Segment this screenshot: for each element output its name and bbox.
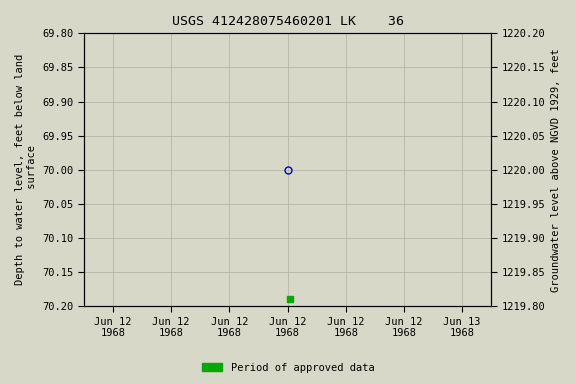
Y-axis label: Groundwater level above NGVD 1929, feet: Groundwater level above NGVD 1929, feet — [551, 48, 561, 292]
Title: USGS 412428075460201 LK    36: USGS 412428075460201 LK 36 — [172, 15, 404, 28]
Legend: Period of approved data: Period of approved data — [198, 359, 378, 377]
Y-axis label: Depth to water level, feet below land
 surface: Depth to water level, feet below land su… — [15, 54, 37, 285]
